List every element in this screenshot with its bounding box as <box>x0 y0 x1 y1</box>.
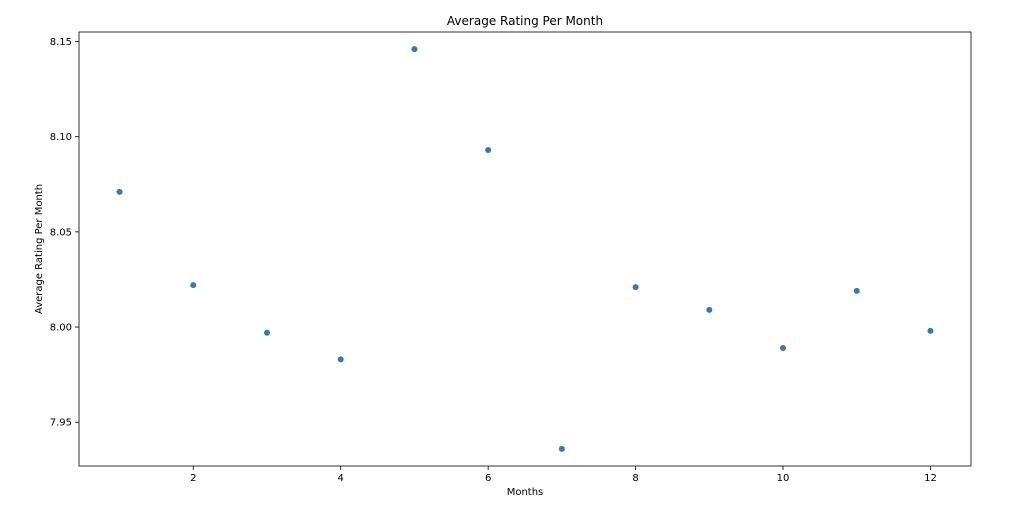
plot-area <box>78 31 972 467</box>
data-point <box>558 445 565 452</box>
data-point <box>485 147 492 154</box>
y-tick-label: 8.10 <box>50 132 72 143</box>
x-axis: 2 4 6 8 10 12 <box>190 466 937 484</box>
data-point <box>632 284 639 291</box>
y-tick-label: 8.05 <box>50 227 72 238</box>
y-axis: 7.95 8.00 8.05 8.10 8.15 <box>50 37 79 429</box>
y-tick-label: 8.00 <box>50 323 72 334</box>
data-point <box>411 46 418 53</box>
data-point <box>190 282 197 289</box>
x-tick-label: 2 <box>190 473 196 484</box>
data-point <box>337 356 344 363</box>
y-tick-label: 7.95 <box>50 418 72 429</box>
data-point <box>853 287 860 294</box>
data-point <box>927 327 934 334</box>
data-point <box>263 329 270 336</box>
chart-title: Average Rating Per Month <box>447 14 603 28</box>
x-tick-label: 10 <box>777 473 790 484</box>
x-axis-title: Months <box>507 487 544 498</box>
data-point <box>780 344 787 351</box>
x-tick-label: 8 <box>632 473 638 484</box>
x-tick-label: 12 <box>924 473 937 484</box>
y-tick-label: 8.15 <box>50 37 72 48</box>
y-axis-title: Average Rating Per Month <box>34 184 45 314</box>
data-point <box>116 188 123 195</box>
x-tick-label: 4 <box>338 473 344 484</box>
x-tick-label: 6 <box>485 473 491 484</box>
data-point <box>706 306 713 313</box>
data-points <box>116 46 934 452</box>
